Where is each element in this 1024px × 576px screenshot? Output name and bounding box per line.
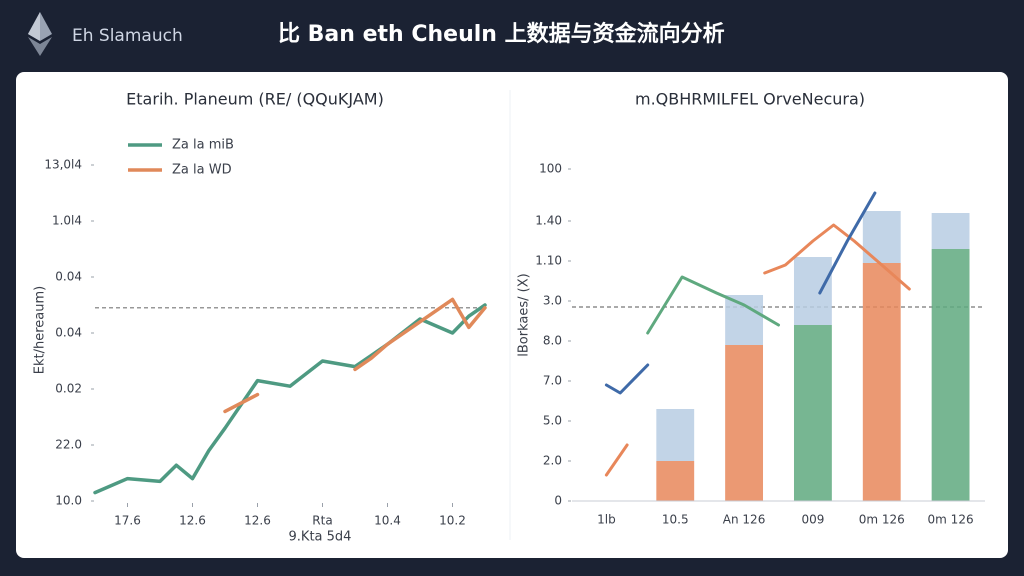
overlay-line bbox=[646, 275, 780, 335]
chart-title: m.QBHRMILFEL OrveNecura) bbox=[635, 90, 865, 109]
bar-segment bbox=[725, 295, 764, 345]
legend-label: Za la WD bbox=[172, 163, 232, 178]
y-tick-label: 10.0 bbox=[55, 494, 82, 508]
y-tick-label: 3.0 bbox=[543, 294, 562, 308]
x-axis-label: 9.Kta 5d4 bbox=[289, 530, 352, 545]
y-axis-label: lBorkaes/ (X) bbox=[517, 273, 532, 356]
y-axis-label: Ekt/hereaum) bbox=[33, 286, 48, 374]
y-tick-label: 1.40 bbox=[535, 214, 562, 228]
bar-segment bbox=[793, 257, 832, 325]
bar-segment bbox=[725, 345, 764, 501]
page-title: 比 Ban eth Cheuln 上数据与资金流向分析 bbox=[278, 21, 725, 47]
y-tick-label: 0.02 bbox=[55, 382, 82, 396]
y-tick-label: 1.0l4 bbox=[52, 214, 82, 228]
x-tick-label: 10.5 bbox=[662, 513, 689, 527]
x-tick-label: 009 bbox=[801, 513, 824, 527]
y-tick-label: 22.0 bbox=[55, 438, 82, 452]
overlay-line bbox=[604, 191, 877, 395]
bar-segment bbox=[862, 263, 901, 501]
y-tick-label: 100 bbox=[539, 162, 562, 176]
y-tick-label: 13,0l4 bbox=[44, 158, 82, 172]
y-tick-label: 1.10 bbox=[535, 254, 562, 268]
x-tick-label: 12.6 bbox=[179, 514, 206, 528]
x-tick-label: 0m 126 bbox=[928, 513, 974, 527]
x-tick-label: 0m 126 bbox=[859, 513, 905, 527]
legend-label: Za la miB bbox=[172, 138, 234, 153]
bar-segment bbox=[931, 249, 970, 501]
y-tick-label: 0.04 bbox=[55, 270, 82, 284]
brand: Eh Slamauch bbox=[72, 26, 183, 46]
bar-segment bbox=[793, 325, 832, 501]
y-tick-label: 0.04 bbox=[55, 326, 82, 340]
x-tick-label: 10.2 bbox=[439, 514, 466, 528]
bar-segment bbox=[656, 409, 695, 461]
x-tick-label: 1lb bbox=[597, 513, 616, 527]
overlay-line bbox=[604, 223, 911, 477]
y-tick-label: 8.0 bbox=[543, 334, 562, 348]
x-tick-label: An 126 bbox=[723, 513, 766, 527]
card bbox=[16, 72, 1008, 558]
series-line bbox=[223, 297, 487, 414]
x-tick-label: Rta bbox=[312, 514, 332, 528]
y-tick-label: 0 bbox=[554, 494, 562, 508]
x-tick-label: 12.6 bbox=[244, 514, 271, 528]
x-tick-label: 17.6 bbox=[114, 514, 141, 528]
y-tick-label: 2.0 bbox=[543, 454, 562, 468]
bar-segment bbox=[656, 461, 695, 501]
chart-title: Etarih. Planeum (RE/ (QQuKJAM) bbox=[126, 90, 384, 109]
series-line bbox=[93, 303, 487, 495]
logo bbox=[28, 12, 52, 56]
x-tick-label: 10.4 bbox=[374, 514, 401, 528]
bar-segment bbox=[931, 213, 970, 249]
y-tick-label: 7.0 bbox=[543, 374, 562, 388]
y-tick-label: 5.0 bbox=[543, 414, 562, 428]
